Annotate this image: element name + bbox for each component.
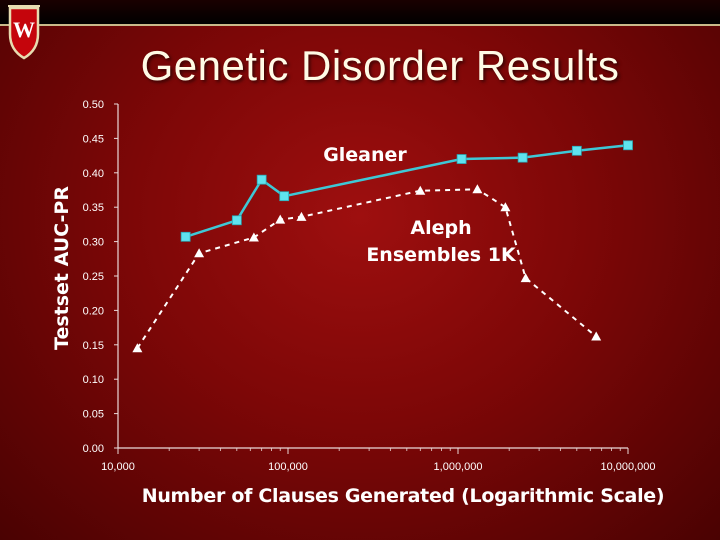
y-tick-label: 0.25: [83, 271, 104, 283]
annotation-gleaner: Gleaner: [323, 144, 407, 166]
x-axis-title: Number of Clauses Generated (Logarithmic…: [142, 485, 665, 507]
y-tick-label: 0.10: [83, 374, 104, 386]
y-tick-label: 0.45: [83, 133, 104, 145]
series-line-aleph: [136, 188, 597, 349]
aleph-data-point: [194, 248, 205, 258]
top-bar-divider: [0, 24, 720, 26]
x-tick-label: 100,000: [268, 461, 308, 473]
y-axis-title: Testset AUC-PR: [51, 186, 73, 350]
aleph-data-point: [296, 211, 307, 221]
gleaner-data-point: [279, 191, 290, 202]
aleph-data-point: [248, 232, 259, 242]
aleph-data-point: [500, 202, 511, 212]
gleaner-data-point: [456, 154, 467, 164]
aleph-data-point: [415, 185, 426, 195]
aleph-data-point: [520, 273, 531, 283]
top-bar: [0, 0, 720, 24]
aleph-data-point: [132, 343, 143, 353]
y-tick-label: 0.00: [83, 443, 104, 455]
y-tick-label: 0.35: [83, 202, 104, 214]
y-tick-label: 0.50: [83, 99, 104, 111]
aleph-data-point: [472, 184, 483, 194]
university-crest-logo: W: [8, 5, 40, 60]
gleaner-data-point: [623, 140, 633, 151]
annotation-ensembles: Ensembles 1K: [366, 244, 517, 266]
aleph-data-point: [591, 331, 602, 341]
series-line-gleaner: [185, 144, 629, 238]
gleaner-data-point: [231, 215, 242, 226]
crest-letter: W: [13, 17, 35, 42]
y-tick-label: 0.05: [83, 409, 104, 421]
y-tick-label: 0.40: [83, 168, 104, 180]
x-tick-label: 10,000: [101, 461, 135, 473]
annotation-aleph: Aleph: [410, 217, 471, 239]
y-tick-label: 0.20: [83, 305, 104, 317]
gleaner-data-point: [256, 174, 267, 185]
y-tick-label: 0.15: [83, 340, 104, 352]
aleph-data-point: [275, 214, 286, 224]
slide-title: Genetic Disorder Results: [140, 42, 620, 89]
gleaner-data-point: [180, 231, 191, 242]
x-tick-label: 10,000,000: [600, 461, 655, 473]
x-tick-label: 1,000,000: [434, 461, 483, 473]
gleaner-data-point: [571, 145, 582, 156]
gleaner-data-point: [517, 152, 528, 163]
y-tick-label: 0.30: [83, 237, 104, 249]
